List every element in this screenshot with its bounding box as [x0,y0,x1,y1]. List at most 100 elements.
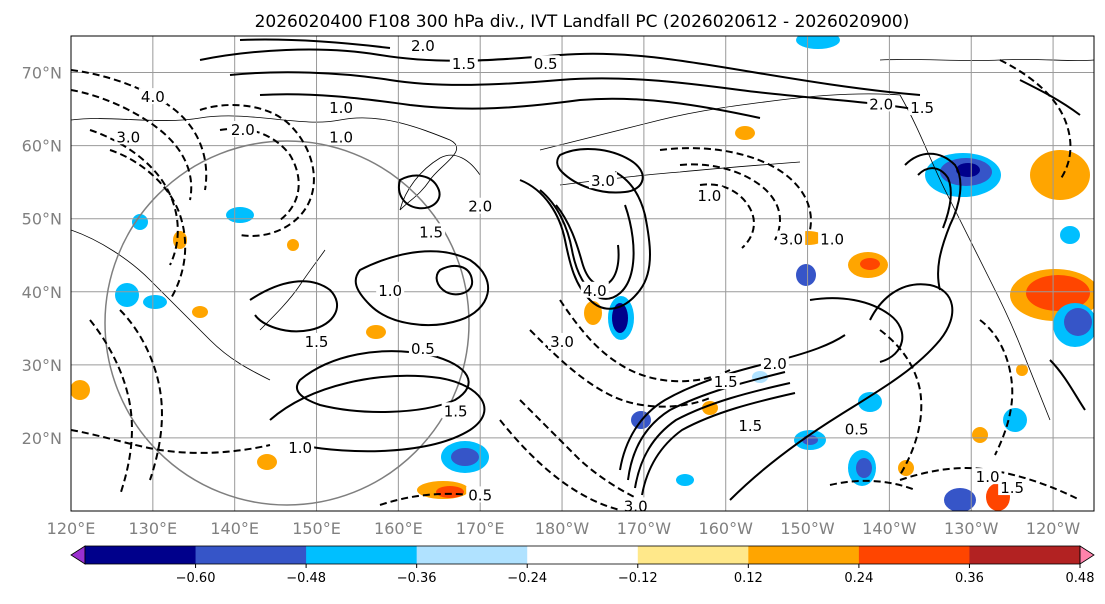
contour-label-bg [408,340,437,357]
contour-positive [1019,79,1081,116]
contour-negative [71,89,193,201]
contour-negative [699,183,755,249]
contour-label-bg [580,281,609,298]
x-tick-label: 150°W [780,519,835,538]
contour-label-bg [973,468,1002,485]
contour-negative [89,319,133,496]
contour-label-bg [449,55,478,72]
coast-asia-east [71,229,271,381]
chart-title: 2026020400 F108 300 hPa div., IVT Landfa… [255,12,910,32]
contour-positive [627,371,786,481]
contour-label: 1.5 [452,55,476,73]
shade-patch [192,306,208,318]
shade-patch [1060,226,1080,244]
contour-label-bg [867,95,896,112]
colorbar-extend-high [1079,545,1095,565]
contour-label: 3.0 [591,172,615,190]
contour-positive [904,152,962,291]
contour-label: 0.5 [845,421,869,439]
contour-negative [879,329,923,476]
contour-positive [641,392,796,496]
contour-labels: 2.01.5 0.54.03.0 2.01.01.03.02.01.51.03.0 1… [114,36,1027,515]
contour-negative [999,59,1072,181]
contour-positive [519,171,651,310]
colorbar-tick-label: 0.48 [1066,571,1095,586]
contour-label: 4.0 [141,88,165,106]
contour-positive [199,48,921,96]
y-axis-ticks: 20°N 30°N 40°N 50°N 60°N 70°N [22,64,62,448]
contour-label: 3.0 [116,128,140,146]
coast-japan [259,249,326,331]
colorbar-frame [84,545,1081,565]
x-tick-label: 160°W [699,519,754,538]
contour-negative [519,399,641,501]
map-area: 2.01.5 0.54.03.0 2.01.01.03.02.01.51.03.0 1… [71,36,1094,515]
contour-label-bg [531,55,560,72]
contour-label-bg [548,332,577,349]
colorbar-tick-label: 0.36 [955,571,984,586]
shade-patch [366,325,386,339]
x-tick-label: 130°E [129,519,178,538]
shade-patch [972,427,988,443]
colorbar-segment [527,546,639,564]
contour-negative [71,69,208,191]
contour-label-bg [114,128,143,145]
contour-label-bg [777,230,806,247]
x-tick-label: 120°E [47,519,96,538]
contour-positive [729,283,954,501]
colorbar-segment [306,546,418,564]
contour-label-bg [408,36,437,53]
contour-positive [354,250,490,326]
y-tick-label: 50°N [22,210,62,229]
contour-label: 2.0 [468,198,492,216]
colorbar-extend-low [70,545,86,565]
contour-label-bg [842,420,871,437]
colorbar-tick-label: −0.48 [286,571,326,586]
contour-positive [249,280,339,333]
shade-patch [143,295,167,309]
colorbar-tick-label: −0.12 [618,571,658,586]
contour-label: 1.0 [820,231,844,249]
x-tick-label: 180°W [535,519,590,538]
shade-patch [856,458,872,478]
y-tick-label: 40°N [22,283,62,302]
contour-label-bg [760,354,789,371]
colorbar: −0.60 −0.48 −0.36 −0.24 −0.12 0.12 0.24 0.36 0.4… [70,545,1095,586]
contour-label: 3.0 [779,231,803,249]
coast-canada-north [879,59,1094,61]
contour-label: 4.0 [583,282,607,300]
gridlines [71,36,1094,511]
contour-label: 1.0 [697,187,721,205]
contour-label-bg [621,497,650,511]
shade-patch [132,214,148,230]
contour-label-bg [908,99,937,116]
contour-label-bg [286,438,315,455]
colorbar-tick-label: −0.24 [507,571,547,586]
shade-patch [584,301,602,325]
map-frame [70,35,1095,512]
shade-patch [796,264,816,286]
contour-label: 2.0 [231,121,255,139]
contour-label: 1.0 [329,128,353,146]
y-tick-label: 70°N [22,64,62,83]
x-tick-label: 140°W [862,519,917,538]
colorbar-segment [858,546,970,564]
colorbar-tick-label: 0.24 [844,571,873,586]
shade-patch [1003,408,1027,432]
contour-label: 1.5 [738,417,762,435]
contour-positive [1049,359,1086,411]
contour-negative [499,419,621,511]
contour-negative [119,309,163,481]
x-tick-label: 170°E [456,519,505,538]
contour-label: 1.0 [329,99,353,117]
shade-patch [802,435,818,445]
contour-label: 1.5 [910,99,934,117]
shade-patch [735,126,755,140]
contour-label: 3.0 [624,497,648,515]
x-tick-label: 170°W [617,519,672,538]
contour-label-bg [711,373,740,390]
contour-label: 3.0 [550,333,574,351]
contour-label: 0.5 [411,340,435,358]
shade-patch [676,474,694,486]
